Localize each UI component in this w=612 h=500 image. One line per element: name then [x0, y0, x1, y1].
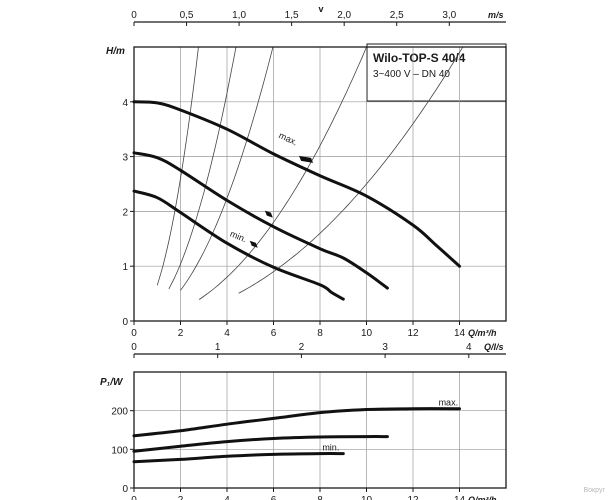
top-axis-tick-label: 0 — [131, 342, 137, 353]
operating-marker — [249, 240, 258, 248]
x-tick-label: 6 — [271, 495, 277, 500]
series-curve-min — [132, 452, 345, 464]
system-curve — [198, 47, 367, 300]
top-axis-tick-label: 0 — [131, 10, 137, 21]
top-axis-tick-label: 3,0 — [442, 10, 456, 21]
series-curve-mid — [132, 151, 389, 290]
top-axis-tick-label: 4 — [466, 342, 472, 353]
x-tick-label: 2 — [178, 328, 184, 339]
y-axis-label: H/m — [106, 46, 125, 57]
chart-title: Wilo-TOP-S 40/4 — [373, 51, 466, 65]
x-tick-label: 4 — [224, 328, 230, 339]
x-tick-label: 8 — [317, 495, 323, 500]
x-axis-label: Q/m³/h — [468, 328, 497, 338]
y-tick-label: 0 — [122, 484, 128, 495]
y-tick-label: 2 — [122, 207, 128, 218]
operating-marker — [264, 210, 273, 218]
top-axis-tick-label: 1,0 — [232, 10, 246, 21]
curve-label: min. — [229, 229, 249, 245]
chart-subtitle: 3~400 V – DN 40 — [373, 69, 450, 80]
x-tick-label: 8 — [317, 328, 323, 339]
x-tick-label: 6 — [271, 328, 277, 339]
x-tick-label: 10 — [361, 328, 373, 339]
power-plot: 02468101214Q/m³/h0100200P₁/W01234Q/l/sma… — [100, 342, 507, 500]
system-curve — [238, 47, 464, 294]
top-axis-tick-label: 2,0 — [337, 10, 351, 21]
curve-label: max. — [439, 398, 459, 408]
system-curve — [156, 47, 199, 286]
y-tick-label: 3 — [122, 153, 128, 164]
series-curve-min — [132, 189, 345, 301]
top-axis-title: v — [318, 4, 323, 14]
series-curve-max — [132, 100, 461, 268]
watermark: Вокруг — [584, 487, 606, 494]
top-axis-tick-label: 2 — [299, 342, 305, 353]
x-tick-label: 14 — [454, 328, 466, 339]
x-tick-label: 12 — [407, 328, 419, 339]
x-tick-label: 12 — [407, 495, 419, 500]
y-tick-label: 1 — [122, 262, 128, 273]
series-curve-max — [132, 407, 461, 438]
y-axis-label: P₁/W — [100, 377, 124, 388]
top-axis-tick-label: 3 — [382, 342, 388, 353]
y-tick-label: 4 — [122, 98, 128, 109]
curve-label: min. — [322, 442, 339, 452]
x-axis-label: Q/m³/h — [468, 495, 497, 500]
system-curve — [180, 47, 274, 291]
x-tick-label: 0 — [131, 495, 137, 500]
top-axis-tick-label: 0,5 — [180, 10, 194, 21]
title-box: Wilo-TOP-S 40/4 3~400 V – DN 40 — [366, 43, 507, 102]
top-axis-tick-label: 1 — [215, 342, 221, 353]
y-tick-label: 200 — [111, 407, 128, 418]
series-curve-mid — [132, 435, 389, 453]
top-axis-unit: Q/l/s — [484, 342, 504, 352]
top-axis-unit: m/s — [488, 10, 504, 20]
x-tick-label: 0 — [131, 328, 137, 339]
operating-marker — [299, 155, 314, 163]
x-tick-label: 10 — [361, 495, 373, 500]
y-tick-label: 100 — [111, 445, 128, 456]
x-tick-label: 4 — [224, 495, 230, 500]
y-tick-label: 0 — [122, 317, 128, 328]
x-tick-label: 2 — [178, 495, 184, 500]
system-curves — [156, 47, 464, 300]
top-axis-tick-label: 1,5 — [285, 10, 299, 21]
system-curve — [168, 47, 237, 290]
top-axis-tick-label: 2,5 — [390, 10, 404, 21]
x-tick-label: 14 — [454, 495, 466, 500]
curve-label: max. — [277, 130, 299, 147]
